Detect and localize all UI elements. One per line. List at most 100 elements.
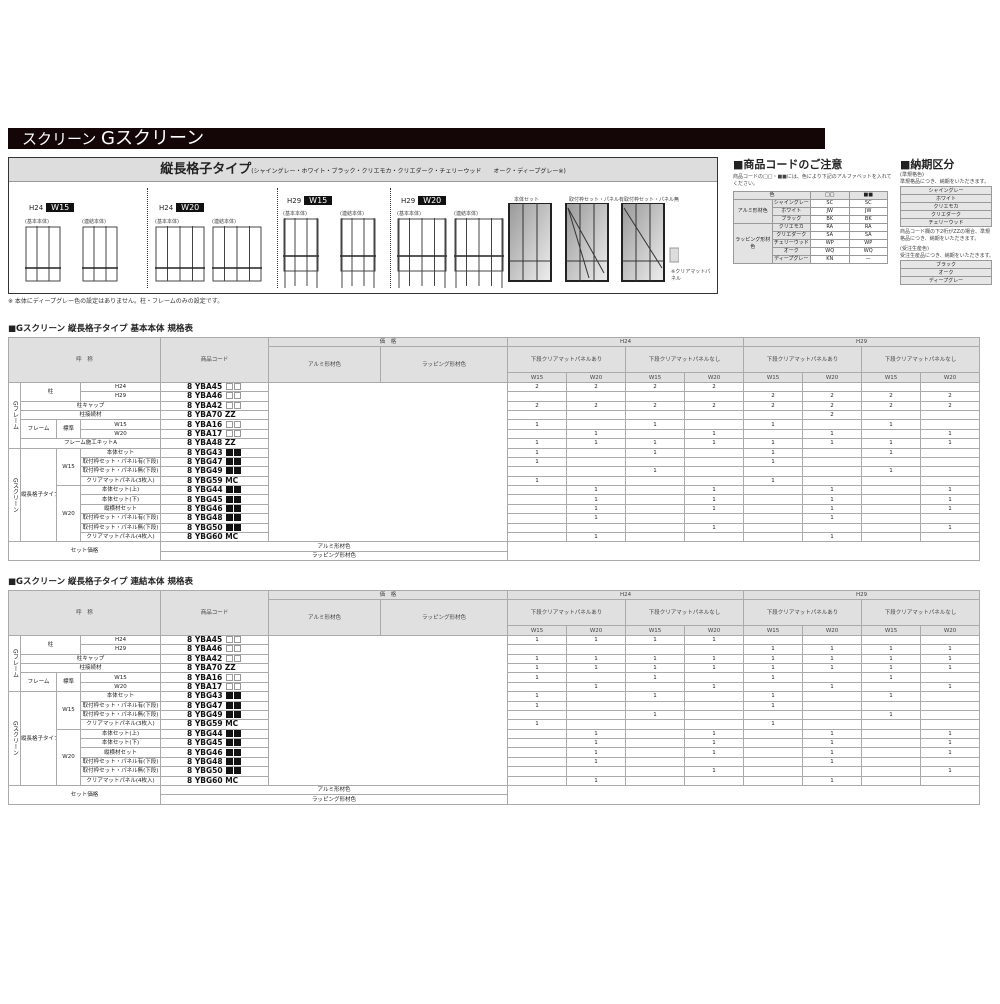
- quantity-cell: [920, 756, 981, 768]
- quantity-cell: 2: [802, 400, 863, 411]
- quantity-cell: 1: [566, 653, 627, 664]
- screen-illustration: [155, 226, 205, 282]
- std-label: (準規格色): [900, 172, 924, 178]
- quantity-cell: [743, 428, 804, 440]
- row-label: 取付枠セット・パネル有(下段): [79, 756, 162, 768]
- name-header: 呼 称: [7, 590, 162, 636]
- quantity-cell: [507, 766, 568, 777]
- code-text: 8 YBG47: [187, 457, 223, 467]
- width-header: W20: [920, 625, 981, 636]
- product-code: 8 YBA42: [160, 653, 270, 664]
- quantity-cell: [920, 447, 981, 458]
- quantity-cell: [625, 428, 686, 440]
- product-code: 8 YBG49: [160, 466, 270, 477]
- set-price-label: セット価格: [7, 785, 162, 805]
- quantity-cell: 1: [920, 494, 981, 505]
- body-type-label: (連結本体): [454, 211, 478, 217]
- row-label: クリアマットパネル(3枚入): [79, 475, 162, 487]
- table-row: クリアマットパネル(4枚入) 8 YBG60 MC 1 1: [9, 532, 981, 543]
- color-code: JW: [848, 207, 888, 216]
- quantity-cell: 1: [507, 672, 568, 683]
- color-placeholder: [225, 420, 233, 428]
- color-name: クリエモカ: [771, 223, 811, 232]
- color-name: ディープグレー: [771, 255, 811, 264]
- quantity-cell: 1: [920, 644, 981, 655]
- price-header: 価 格: [268, 336, 509, 348]
- quantity-cell: 1: [802, 428, 863, 440]
- quantity-cell: [625, 456, 686, 468]
- row-label: 本体セット(下): [79, 494, 162, 505]
- code-text: 8 YBG45: [187, 494, 223, 504]
- width-header: W20: [566, 372, 627, 383]
- code-text: 8 YBA42: [187, 401, 223, 410]
- quantity-cell: 1: [920, 728, 981, 740]
- code-text: 8 YBA48: [187, 438, 223, 448]
- quantity-cell: [743, 485, 804, 496]
- quantity-cell: 1: [625, 662, 686, 674]
- quantity-cell: [802, 634, 863, 646]
- quantity-cell: [625, 409, 686, 421]
- code-text: 8 YBA45: [187, 382, 223, 391]
- quantity-cell: 1: [566, 532, 627, 543]
- row-label: W15: [79, 419, 162, 430]
- frame-label: フレーム: [20, 672, 57, 693]
- quantity-cell: 1: [684, 681, 745, 693]
- set-price-blank: [507, 541, 981, 562]
- color-placeholder: [226, 467, 234, 475]
- color-name: シャイングレー: [771, 199, 811, 208]
- width-header: W20: [802, 372, 863, 383]
- color-item: シャイングレー: [900, 186, 992, 195]
- quantity-cell: 1: [802, 532, 863, 543]
- row-label: H24: [79, 634, 162, 646]
- quantity-cell: [684, 532, 745, 543]
- body-type-label: (基本本体): [397, 211, 421, 217]
- row-label: 縦横材セット: [79, 747, 162, 758]
- color-placeholder: [226, 711, 234, 719]
- quantity-cell: [861, 409, 922, 421]
- row-label: 柱接続材: [19, 409, 162, 421]
- color-placeholder: [226, 730, 234, 737]
- code-text: 8 YBG49: [187, 466, 223, 476]
- quantity-cell: 2: [743, 400, 804, 411]
- color-placeholder: [233, 420, 241, 428]
- quantity-cell: [920, 513, 981, 524]
- color-code: —: [848, 255, 888, 264]
- body-type-label: (基本本体): [283, 211, 307, 217]
- quantity-cell: 1: [684, 503, 745, 515]
- quantity-cell: 2: [684, 400, 745, 411]
- delivery-section: ■納期区分 (準規格色) 準規格品につき、納期をいただきます。 シャイングレーホ…: [900, 156, 995, 285]
- quantity-cell: 1: [507, 447, 568, 458]
- quantity-cell: [566, 766, 627, 777]
- quantity-cell: [507, 532, 568, 543]
- quantity-cell: 2: [566, 400, 627, 411]
- color-placeholder: [234, 749, 242, 756]
- quantity-cell: [743, 381, 804, 393]
- quantity-cell: 1: [566, 738, 627, 749]
- color-placeholder: [225, 655, 233, 662]
- code-notice: ■商品コードのご注意 商品コードの□□・■■には、色により下記のアルファベットを…: [733, 156, 893, 264]
- pillar-label: 柱: [20, 381, 81, 402]
- width-header: W15: [861, 625, 922, 636]
- quantity-cell: [684, 700, 745, 711]
- quantity-cell: 1: [802, 653, 863, 664]
- product-code: 8 YBG43: [160, 691, 270, 702]
- size-group: H29 W20: [401, 196, 447, 205]
- screen-illustration: [397, 218, 447, 288]
- code-text: 8 YBA16: [187, 672, 223, 682]
- group-g-screen: Gスクリーン: [8, 447, 21, 543]
- quantity-cell: 1: [566, 513, 627, 524]
- quantity-cell: [920, 709, 981, 721]
- quantity-cell: [861, 485, 922, 496]
- quantity-cell: 1: [625, 653, 686, 664]
- quantity-cell: [743, 738, 804, 749]
- table-row: 取付枠セット・パネル有(下段) 8 YBG47 1 1: [9, 700, 981, 711]
- code-notice-text: 商品コードの□□・■■には、色により下記のアルファベットを入れてください。: [733, 174, 892, 187]
- product-code: 8 YBA48 ZZ: [160, 438, 270, 449]
- quantity-cell: [684, 691, 745, 702]
- height-label: H24: [29, 204, 44, 212]
- code-notice-title: ■商品コードのご注意: [733, 158, 843, 171]
- quantity-cell: [684, 719, 745, 730]
- color-code: WQ: [848, 247, 888, 256]
- quantity-cell: [743, 709, 804, 721]
- quantity-cell: 2: [507, 400, 568, 411]
